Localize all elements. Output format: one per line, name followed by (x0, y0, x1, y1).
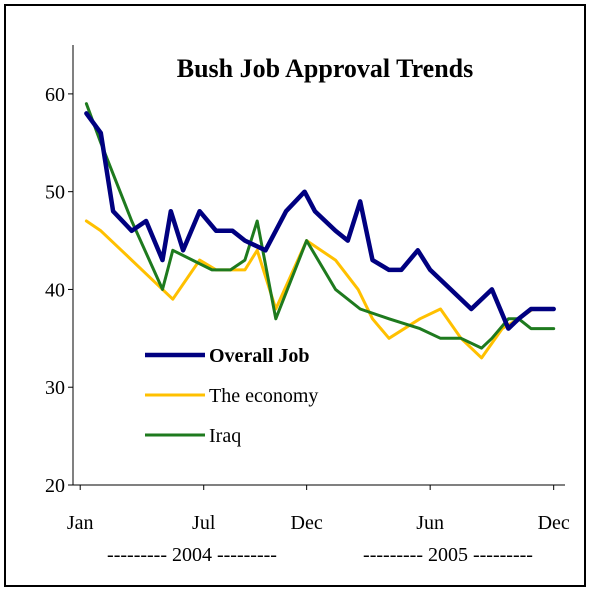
x-tick-label: Jul (192, 512, 216, 534)
y-tick-label: 60 (45, 84, 65, 106)
y-tick-label: 20 (45, 475, 65, 497)
chart-frame (4, 4, 586, 587)
x-tick-label: Jan (67, 512, 94, 534)
year-label-2005: --------- 2005 --------- (363, 544, 533, 566)
legend-label: The economy (209, 385, 318, 407)
x-tick-label: Dec (538, 512, 570, 534)
y-tick-label: 50 (45, 182, 65, 204)
chart-title: Bush Job Approval Trends (177, 54, 474, 83)
x-tick-label: Dec (291, 512, 323, 534)
y-tick-label: 30 (45, 377, 65, 399)
legend-label: Overall Job (209, 345, 310, 367)
legend-label: Iraq (209, 425, 241, 447)
legend: Overall Job The economy Iraq (145, 345, 318, 447)
series-line-the-economy (84, 219, 556, 360)
series-line-overall-job (84, 111, 556, 331)
year-label-2004: --------- 2004 --------- (107, 544, 277, 566)
series-line-iraq (84, 102, 556, 350)
series-lines (84, 102, 556, 360)
axes: 20 30 40 50 60 Jan Jul Dec Jun Dec --------- 2004 … (45, 45, 570, 566)
x-tick-label: Jun (416, 512, 444, 534)
y-tick-label: 40 (45, 279, 65, 301)
